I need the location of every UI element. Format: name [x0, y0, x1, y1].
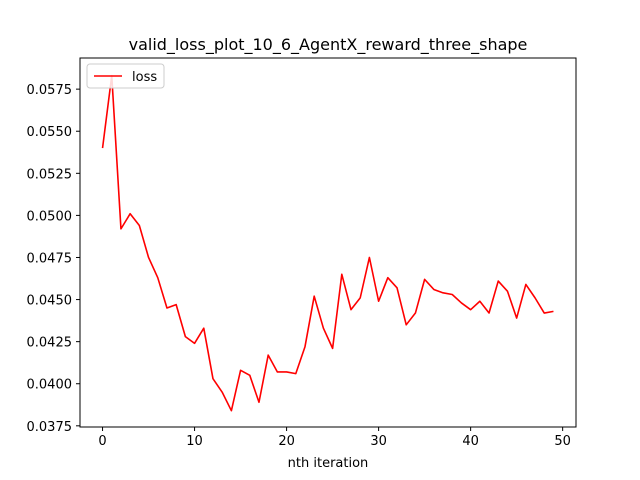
- y-tick-label: 0.0375: [27, 420, 73, 435]
- x-tick-label: 20: [278, 434, 295, 449]
- axes-frame: [79, 57, 577, 428]
- y-tick-label: 0.0475: [27, 251, 73, 266]
- series-line-loss: [101, 74, 554, 412]
- x-axis-label: nth iteration: [288, 456, 369, 471]
- plot-area: 0 10 20 30 40 50 0.0375 0.0400 0.0425 0.0450 0.047…: [27, 57, 577, 449]
- y-tick-label: 0.0575: [27, 83, 73, 98]
- x-tick-label: 0: [98, 434, 106, 449]
- x-tick-label: 10: [186, 434, 203, 449]
- y-tick-label: 0.0450: [27, 294, 73, 309]
- chart-title: valid_loss_plot_10_6_AgentX_reward_three…: [129, 35, 528, 55]
- legend-box: [86, 63, 165, 89]
- y-tick-label: 0.0425: [27, 336, 73, 351]
- x-tick-label: 30: [370, 434, 387, 449]
- x-tick-label: 50: [554, 434, 571, 449]
- y-tick-label: 0.0500: [27, 209, 73, 224]
- y-tick-label: 0.0525: [27, 167, 73, 182]
- y-tick-label: 0.0400: [27, 378, 73, 393]
- y-tick-label: 0.0550: [27, 125, 73, 140]
- legend-label-loss: loss: [132, 70, 157, 85]
- x-tick-label: 40: [462, 434, 479, 449]
